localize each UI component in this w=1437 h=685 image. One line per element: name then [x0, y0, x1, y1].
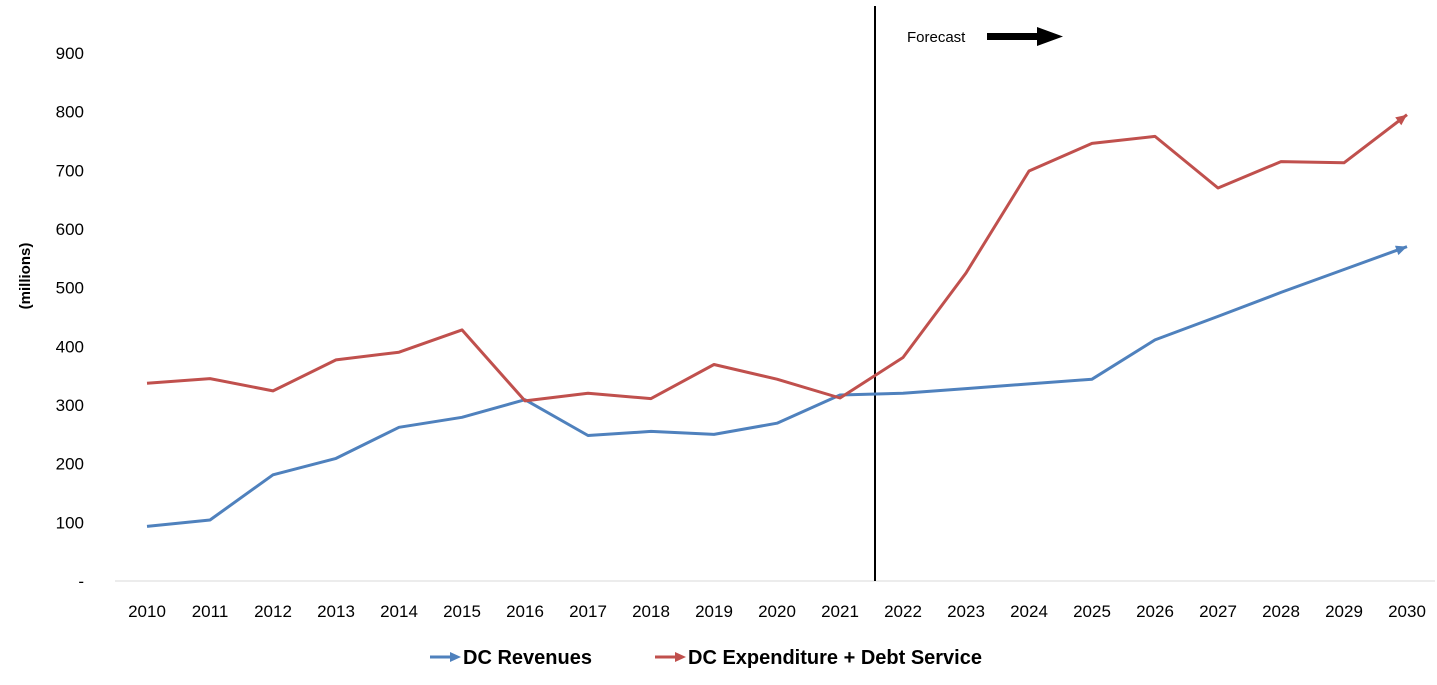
y-axis-tick-labels: - 100 200 300 400 500 600 700 800 900: [56, 44, 84, 591]
forecast-arrow-icon: [987, 27, 1063, 46]
forecast-label: Forecast: [907, 29, 966, 46]
series-end-arrow: [1395, 245, 1407, 256]
x-tick-label: 2019: [695, 602, 733, 621]
x-tick-label: 2015: [443, 602, 481, 621]
series-line-dc-expenditure-debt-service: [146, 113, 1408, 403]
legend-label: DC Revenues: [463, 647, 592, 669]
x-tick-label: 2024: [1010, 602, 1048, 621]
y-tick-label: 100: [56, 513, 84, 532]
x-tick-label: 2028: [1262, 602, 1300, 621]
x-tick-label: 2027: [1199, 602, 1237, 621]
legend: DC Revenues DC Expenditure + Debt Service: [430, 647, 982, 669]
series-end-arrow: [1395, 114, 1407, 126]
x-tick-label: 2011: [192, 602, 229, 621]
x-tick-label: 2025: [1073, 602, 1111, 621]
x-tick-label: 2020: [758, 602, 796, 621]
x-tick-label: 2017: [569, 602, 607, 621]
x-tick-label: 2018: [632, 602, 670, 621]
legend-arrow-icon: [675, 652, 686, 662]
y-tick-label: 800: [56, 103, 84, 122]
x-tick-label: 2010: [128, 602, 166, 621]
y-tick-label: 600: [56, 220, 84, 239]
y-axis-label: (millions): [17, 243, 34, 310]
x-tick-label: 2021: [821, 602, 859, 621]
forecast-annotation: Forecast: [874, 6, 1063, 581]
x-axis-tick-labels: 2010 2011 2012 2013 2014 2015 2016 2017 2018 2019…: [128, 602, 1426, 621]
y-tick-label: 400: [56, 337, 84, 356]
y-tick-label: 300: [56, 396, 84, 415]
x-tick-label: 2029: [1325, 602, 1363, 621]
x-tick-label: 2026: [1136, 602, 1174, 621]
series-line-dc-revenues: [146, 245, 1408, 528]
x-tick-label: 2013: [317, 602, 355, 621]
y-tick-label: 200: [56, 455, 84, 474]
x-tick-label: 2023: [947, 602, 985, 621]
y-tick-label: -: [78, 572, 84, 591]
y-tick-label: 900: [56, 44, 84, 63]
x-tick-label: 2022: [884, 602, 922, 621]
y-tick-label: 700: [56, 161, 84, 180]
series: [146, 113, 1408, 528]
x-tick-label: 2030: [1388, 602, 1426, 621]
legend-arrow-icon: [450, 652, 461, 662]
x-tick-label: 2014: [380, 602, 418, 621]
x-tick-label: 2016: [506, 602, 544, 621]
legend-label: DC Expenditure + Debt Service: [688, 647, 982, 669]
y-tick-label: 500: [56, 279, 84, 298]
x-tick-label: 2012: [254, 602, 292, 621]
